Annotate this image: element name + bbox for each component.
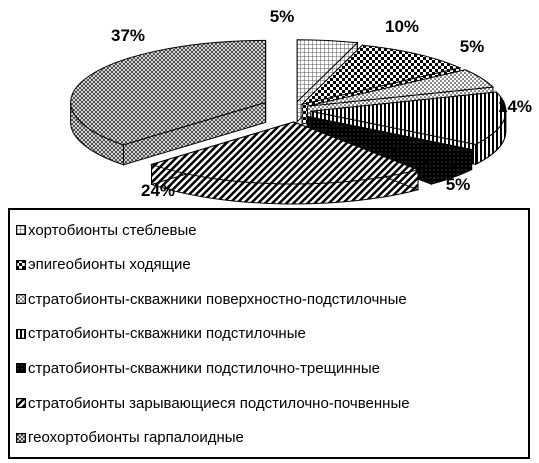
pie-chart: 5% 10% 5% 14% 5% 24% 37% [70,7,532,205]
legend-label: геохортобионты гарпалоидные [28,429,244,447]
legend-item: геохортобионты гарпалоидные [16,428,244,448]
pie-slice [149,121,420,205]
data-label: 5% [460,37,485,56]
data-label: 10% [385,17,419,36]
legend-item: стратобионты зарывающиеся подстилочно-по… [16,393,410,413]
data-label: 5% [446,175,471,194]
legend-swatch [16,432,26,443]
legend-label: стратобионты зарывающиеся подстилочно-по… [28,394,410,412]
legend-swatch [16,363,26,374]
legend-swatch [16,294,26,305]
chart-legend: хортобионты стеблевые эпигеобионты ходящи… [8,208,530,459]
legend-item: стратобионты-скважники поверхностно-подс… [16,289,407,309]
data-label: 14% [498,97,532,116]
legend-label: стратобионты-скважники подстилочно-трещи… [28,359,380,377]
legend-item: стратобионты-скважники подстилочно-трещи… [16,358,380,378]
legend-swatch [16,259,26,270]
legend-swatch [16,225,26,235]
legend-label: хортобионты стеблевые [28,221,197,239]
legend-label: эпигеобионты ходящие [28,256,191,274]
legend-swatch [16,398,26,408]
legend-item: хортобионты стеблевые [16,220,197,240]
data-label: 24% [141,181,175,200]
legend-item: стратобионты-скважники подстилочные [16,324,306,344]
pie-slice [70,39,267,166]
legend-label: стратобионты-скважники поверхностно-подс… [28,290,407,308]
data-label: 5% [270,7,295,26]
legend-swatch [16,328,26,339]
legend-item: эпигеобионты ходящие [16,255,191,275]
data-label: 37% [111,26,145,45]
legend-label: стратобионты-скважники подстилочные [28,325,306,343]
